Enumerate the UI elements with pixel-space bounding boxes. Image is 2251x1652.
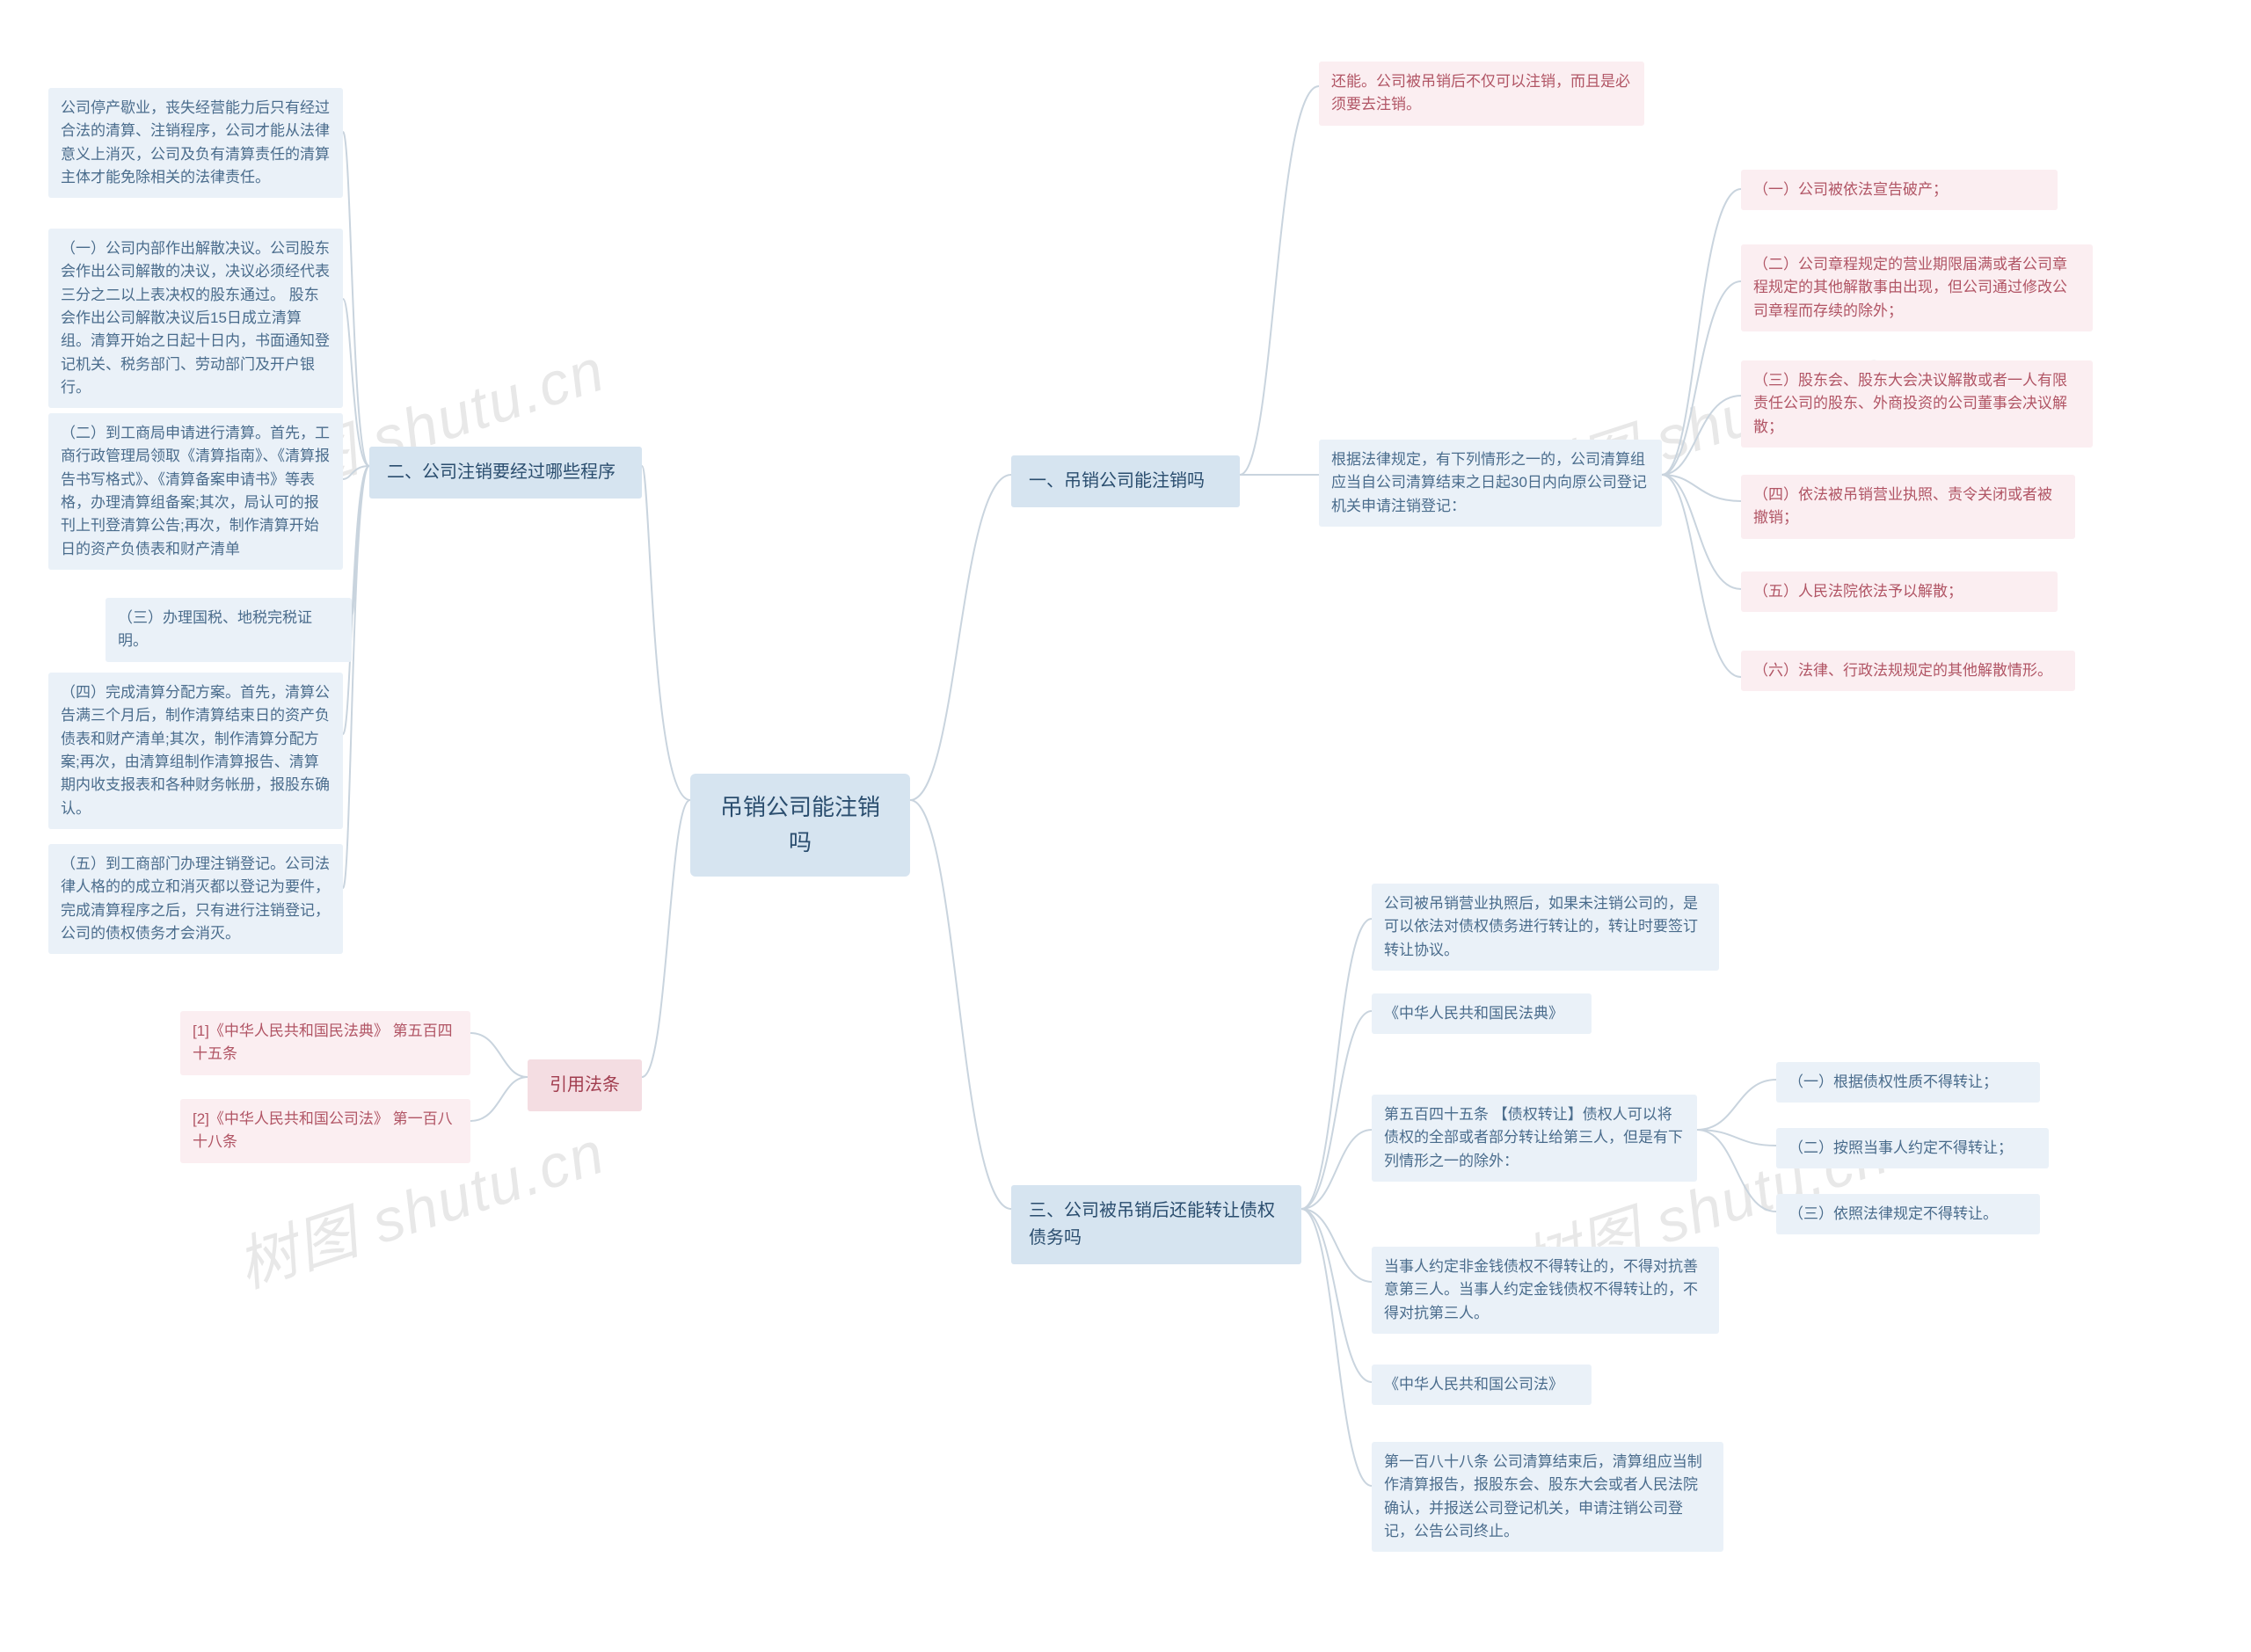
branch-section1: 一、吊销公司能注销吗 (1011, 455, 1240, 507)
s3-sub545: （二）按照当事人约定不得转让； (1776, 1128, 2049, 1168)
branch-citations: 引用法条 (528, 1059, 642, 1111)
s2-item: （二）到工商局申请进行清算。首先，工商行政管理局领取《清算指南》、《清算报告书写… (48, 413, 343, 570)
s1-item: （一）公司被依法宣告破产； (1741, 170, 2058, 210)
branch-section2: 二、公司注销要经过哪些程序 (369, 447, 642, 499)
s3-item: 第五百四十五条 【债权转让】债权人可以将债权的全部或者部分转让给第三人，但是有下… (1372, 1095, 1697, 1182)
s3-item: 第一百八十八条 公司清算结束后，清算组应当制作清算报告，报股东会、股东大会或者人… (1372, 1442, 1723, 1552)
s1-item: （四）依法被吊销营业执照、责令关闭或者被撤销； (1741, 475, 2075, 539)
citation-item: [2]《中华人民共和国公司法》 第一百八十八条 (180, 1099, 470, 1163)
s1-item: （五）人民法院依法予以解散； (1741, 571, 2058, 612)
s2-item: （五）到工商部门办理注销登记。公司法律人格的的成立和消灭都以登记为要件，完成清算… (48, 844, 343, 954)
s3-sub545: （三）依照法律规定不得转让。 (1776, 1194, 2040, 1234)
citation-item: [1]《中华人民共和国民法典》 第五百四十五条 (180, 1011, 470, 1075)
s1-law-basis: 根据法律规定，有下列情形之一的，公司清算组应当自公司清算结束之日起30日内向原公… (1319, 440, 1662, 527)
s2-item: （四）完成清算分配方案。首先，清算公告满三个月后，制作清算结束日的资产负债表和财… (48, 673, 343, 829)
s2-item: 公司停产歇业，丧失经营能力后只有经过合法的清算、注销程序，公司才能从法律意义上消… (48, 88, 343, 198)
s3-item: 当事人约定非金钱债权不得转让的，不得对抗善意第三人。当事人约定金钱债权不得转让的… (1372, 1247, 1719, 1334)
branch-section3: 三、公司被吊销后还能转让债权债务吗 (1011, 1185, 1301, 1264)
s1-item: （三）股东会、股东大会决议解散或者一人有限责任公司的股东、外商投资的公司董事会决… (1741, 360, 2093, 448)
mindmap-root: 吊销公司能注销吗 (690, 774, 910, 877)
s1-item: （六）法律、行政法规规定的其他解散情形。 (1741, 651, 2075, 691)
s3-item: 公司被吊销营业执照后，如果未注销公司的，是可以依法对债权债务进行转让的，转让时要… (1372, 884, 1719, 971)
s2-item: （三）办理国税、地税完税证明。 (106, 598, 352, 662)
s3-item: 《中华人民共和国民法典》 (1372, 993, 1592, 1034)
s1-intro: 还能。公司被吊销后不仅可以注销，而且是必须要去注销。 (1319, 62, 1644, 126)
s1-item: （二）公司章程规定的营业期限届满或者公司章程规定的其他解散事由出现，但公司通过修… (1741, 244, 2093, 331)
s3-sub545: （一）根据债权性质不得转让； (1776, 1062, 2040, 1103)
s3-item: 《中华人民共和国公司法》 (1372, 1365, 1592, 1405)
s2-item: （一）公司内部作出解散决议。公司股东会作出公司解散的决议，决议必须经代表三分之二… (48, 229, 343, 408)
